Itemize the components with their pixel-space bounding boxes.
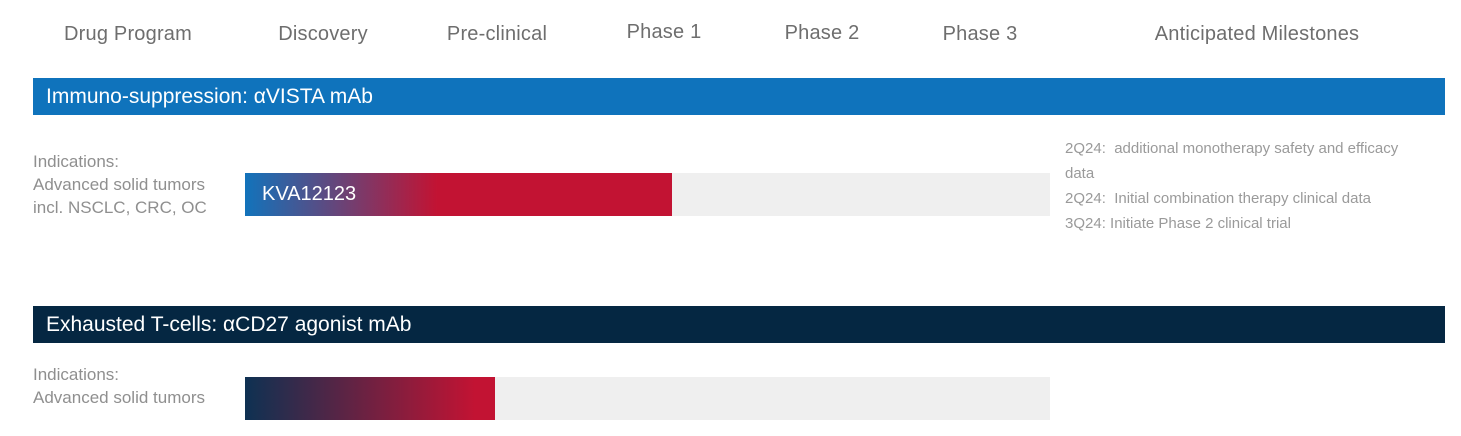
column-header-pre-clinical: Pre-clinical — [446, 23, 548, 45]
candidate-label: KVA12123 — [262, 183, 357, 205]
milestones-block: 2Q24: additional monotherapy safety and … — [1065, 136, 1421, 236]
progress-track — [245, 377, 1050, 420]
column-header-phase-3: Phase 3 — [942, 23, 1018, 45]
progress-bar-kva12123: KVA12123 — [245, 173, 672, 216]
indications-label: Indications: — [33, 365, 119, 384]
milestone-item: 2Q24: Initial combination therapy clinic… — [1065, 190, 1372, 207]
column-header-phase-1: Phase 1 — [626, 21, 702, 43]
program-banner-exhausted-t-cells: Exhausted T-cells: αCD27 agonist mAb — [33, 306, 1445, 343]
milestone-item: 2Q24: additional monotherapy safety and … — [1065, 140, 1403, 182]
indications-block: Indications: Advanced solid tumors incl.… — [33, 150, 207, 219]
column-header-discovery: Discovery — [278, 23, 368, 45]
indications-line: Advanced solid tumors — [33, 175, 205, 194]
indications-line: Advanced solid tumors — [33, 388, 205, 407]
indications-line: incl. NSCLC, CRC, OC — [33, 198, 207, 217]
progress-track: KVA12123 — [245, 173, 1050, 216]
indications-label: Indications: — [33, 152, 119, 171]
program-banner-immuno-suppression: Immuno-suppression: αVISTA mAb — [33, 78, 1445, 115]
indications-block: Indications: Advanced solid tumors — [33, 363, 205, 409]
column-header-drug-program: Drug Program — [64, 23, 192, 45]
column-header-anticipated-milestones: Anticipated Milestones — [1154, 23, 1360, 45]
progress-bar-cd27 — [245, 377, 495, 420]
column-header-phase-2: Phase 2 — [784, 22, 860, 44]
milestone-item: 3Q24: Initiate Phase 2 clinical trial — [1065, 215, 1291, 232]
program-title: Immuno-suppression: αVISTA mAb — [46, 85, 373, 108]
program-title: Exhausted T-cells: αCD27 agonist mAb — [46, 313, 412, 336]
